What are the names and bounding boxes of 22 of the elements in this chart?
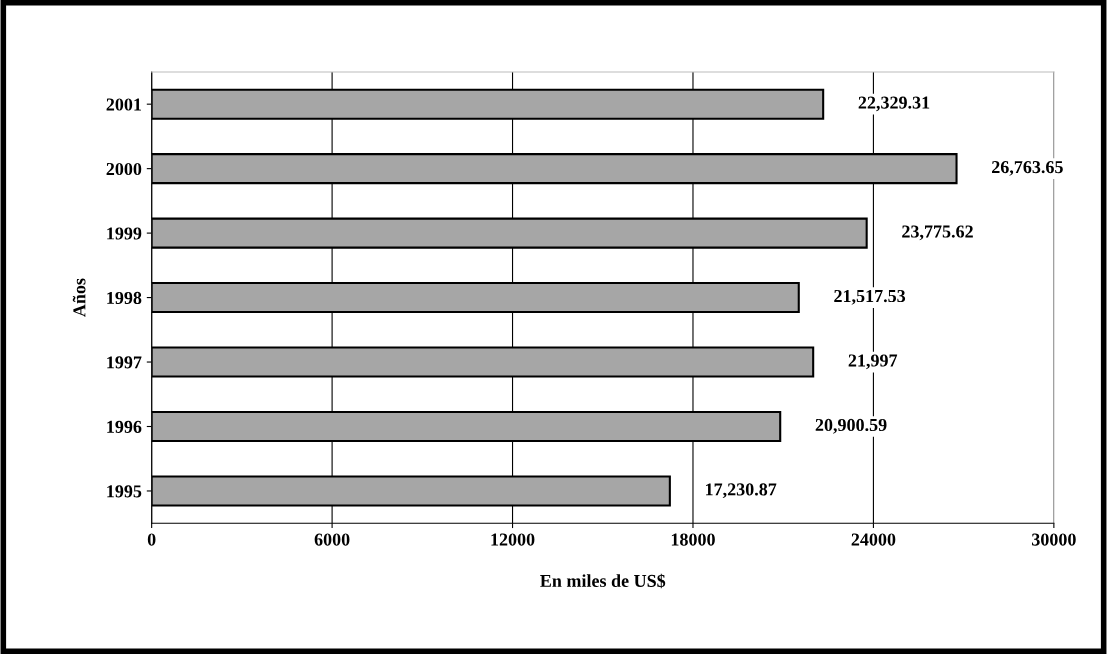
data-label: 21,517.53 xyxy=(834,289,906,305)
y-tick-label: 1995 xyxy=(107,485,142,498)
x-axis-title: En miles de US$ xyxy=(540,573,666,589)
y-tick-label: 1999 xyxy=(107,227,142,240)
data-label: 22,329.31 xyxy=(858,96,930,112)
y-tick-label: 1996 xyxy=(107,420,142,433)
x-tick-label: 30000 xyxy=(1031,533,1076,546)
data-label: 21,997 xyxy=(848,354,898,370)
x-tick-label: 24000 xyxy=(851,533,896,546)
y-tick-label: 1998 xyxy=(107,291,142,305)
x-tick-label: 6000 xyxy=(314,533,350,546)
data-label: 23,775.62 xyxy=(902,225,973,241)
data-label: 20,900.59 xyxy=(815,418,887,434)
x-tick-label: 12000 xyxy=(491,533,535,546)
x-tick-label: 0 xyxy=(147,533,156,546)
y-tick-label: 2001 xyxy=(106,98,141,111)
y-tick-label: 2000 xyxy=(106,162,142,176)
data-label: 26,763.65 xyxy=(992,161,1063,176)
x-tick-label: 18000 xyxy=(671,533,715,546)
y-tick-label: 1997 xyxy=(107,356,142,369)
y-axis-title: Años xyxy=(72,278,86,317)
data-label: 17,230.87 xyxy=(706,483,777,499)
